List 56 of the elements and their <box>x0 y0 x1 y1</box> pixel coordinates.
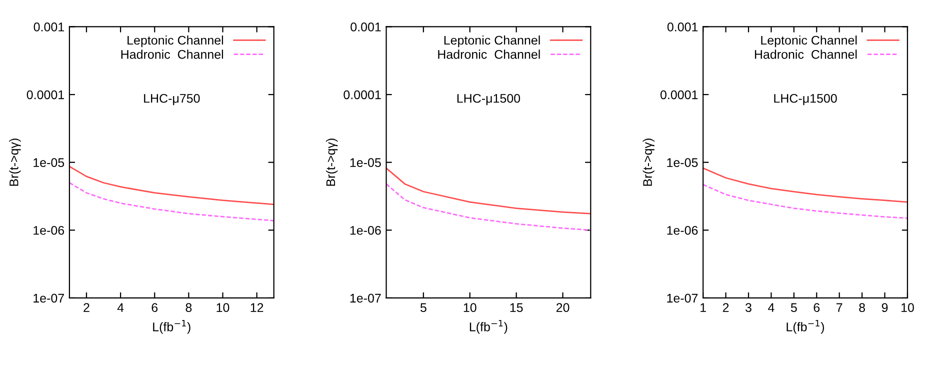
y-tick-label: 1e-06 <box>667 226 698 235</box>
y-axis-title: Br(t->qγ) <box>9 138 21 186</box>
x-tick-label: 8 <box>859 303 865 312</box>
legend-label: Hadronic Channel <box>121 50 224 59</box>
x-tick-label: 12 <box>250 303 264 312</box>
x-axis-title: L(fb$^{−1}$) <box>470 320 508 334</box>
x-tick-label: 6 <box>814 303 820 312</box>
x-tick-label: 20 <box>556 303 570 312</box>
annotation: LHC-μ1500 <box>774 94 837 106</box>
y-tick-label: 1e-07 <box>34 294 64 303</box>
x-tick-label: 6 <box>152 303 158 312</box>
y-tick-label: 1e-07 <box>667 294 698 303</box>
legend-label: Leptonic Channel <box>761 35 857 48</box>
y-axis-title: Br(t->qγ) <box>326 138 338 186</box>
line-series <box>703 168 908 203</box>
x-tick-label: 2 <box>84 303 90 312</box>
x-tick-label: 10 <box>901 303 914 312</box>
annotation: LHC-μ750 <box>144 94 200 106</box>
y-tick-label: 1e-05 <box>350 158 381 167</box>
line-series <box>703 184 908 219</box>
y-tick-label: 0.001 <box>350 22 381 32</box>
x-tick-label: 5 <box>420 303 426 312</box>
y-tick-label: 1e-05 <box>667 158 698 167</box>
x-tick-label: 1 <box>700 303 706 312</box>
y-tick-label: 1e-06 <box>34 226 64 235</box>
line-series <box>69 182 274 222</box>
line-series <box>386 168 591 214</box>
x-tick-label: 10 <box>464 303 476 312</box>
y-tick-label: 1e-06 <box>350 226 381 235</box>
x-tick-label: 7 <box>836 303 842 312</box>
x-axis-title: L(fb$^{−1}$) <box>153 320 190 334</box>
x-tick-label: 2 <box>722 303 729 312</box>
legend-label: Hadronic Channel <box>438 50 540 59</box>
line-series <box>69 166 274 206</box>
x-tick-label: 9 <box>882 303 888 312</box>
y-tick-label: 1e-05 <box>34 158 64 167</box>
y-tick-label: 0.0001 <box>344 90 381 100</box>
y-tick-label: 0.001 <box>667 22 698 32</box>
x-axis-title: L(fb$^{−1}$) <box>786 320 824 334</box>
legend-label: Leptonic Channel <box>444 35 540 48</box>
line-series <box>386 183 591 231</box>
legend-label: Leptonic Channel <box>128 35 224 48</box>
y-tick-label: 1e-07 <box>350 294 381 303</box>
annotation: LHC-μ1500 <box>457 94 520 106</box>
x-tick-label: 4 <box>117 303 124 312</box>
y-tick-label: 0.001 <box>34 22 64 32</box>
legend-label: Hadronic Channel <box>754 50 857 59</box>
x-tick-label: 5 <box>790 303 797 312</box>
x-tick-label: 4 <box>768 303 774 312</box>
y-tick-label: 0.0001 <box>660 90 698 100</box>
x-tick-label: 15 <box>510 303 523 312</box>
x-tick-label: 10 <box>216 303 230 312</box>
y-axis-title: Br(t->qγ) <box>642 138 654 186</box>
x-tick-label: 8 <box>186 303 192 312</box>
x-tick-label: 3 <box>746 303 752 312</box>
y-tick-label: 0.0001 <box>26 90 64 100</box>
